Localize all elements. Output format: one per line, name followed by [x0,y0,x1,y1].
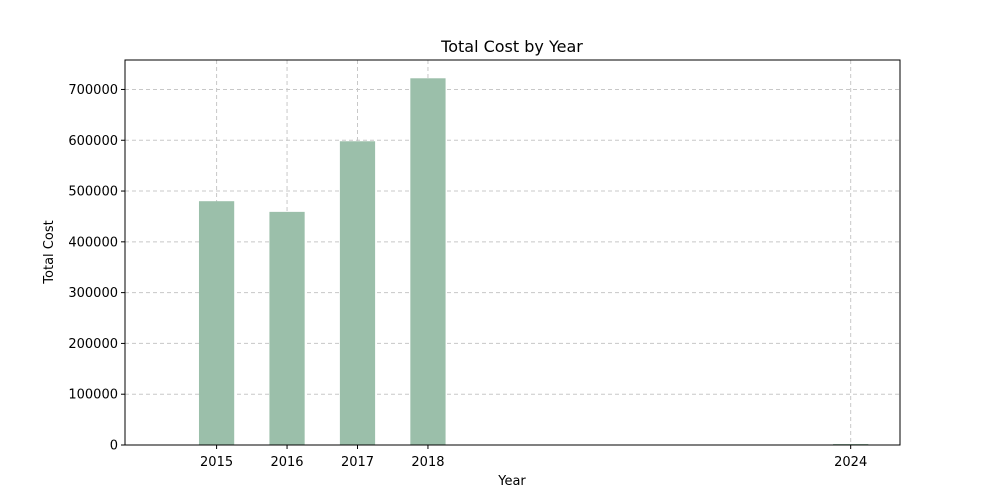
y-axis-ticks: 0 100000 200000 300000 400000 500000 600000 700… [68,83,125,454]
y-tick-label: 700000 [68,83,118,98]
x-tick-label: 2016 [270,455,303,470]
plot-area-frame [124,59,901,446]
bars [198,78,869,446]
y-tick-label: 500000 [68,185,118,200]
bar-2017 [339,141,376,446]
y-tick-label: 600000 [68,134,118,149]
x-axis-label: Year [497,474,526,489]
x-tick-label: 2017 [341,455,374,470]
y-tick-label: 0 [110,439,118,454]
bar-2016 [269,211,305,445]
x-axis-ticks: 2015 2016 2017 2018 2024 [200,445,867,470]
grid-lines [125,60,900,446]
chart-title: Total Cost by Year [440,37,583,56]
x-tick-label: 2018 [411,455,444,470]
x-tick-label: 2015 [200,455,233,470]
y-tick-label: 200000 [68,337,118,352]
y-tick-label: 300000 [68,286,118,301]
bar-2015 [198,201,235,445]
x-tick-label: 2024 [834,455,867,470]
bar-2018 [410,78,446,445]
y-tick-label: 400000 [68,235,118,250]
y-tick-label: 100000 [68,388,118,403]
y-axis-label: Total Cost [42,220,57,284]
